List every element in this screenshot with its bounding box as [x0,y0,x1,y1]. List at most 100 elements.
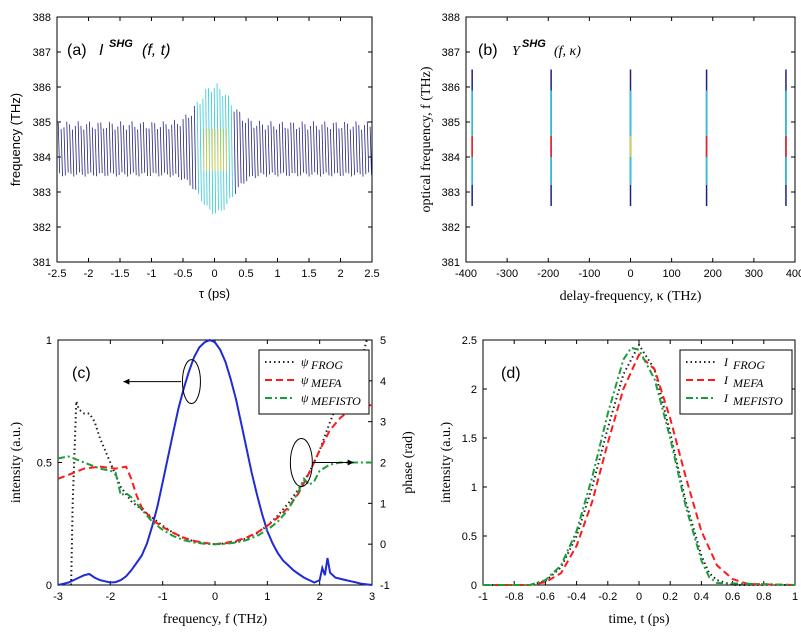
y-tick-label: 387 [442,47,460,59]
panel-title-sup: SHG [522,38,546,50]
fringe-trace [89,121,92,173]
y-tick-label: 384 [33,152,51,164]
y-tick-label: 385 [33,117,51,129]
fringe-trace [242,120,245,184]
fringe-trace [176,123,180,178]
y-tick-label: 387 [33,47,51,59]
legend-box [258,349,370,415]
fringe-trace [352,126,355,176]
y-axis-title: intensity (a.u.) [439,422,454,504]
fringe-trace [230,105,234,197]
fringe-trace [171,124,174,176]
fringe-trace [338,128,341,177]
fringe-trace [256,125,259,177]
fringe-trace [324,121,327,173]
y-tick-label: 0 [46,580,52,592]
y-tick-label: 1.5 [462,433,477,445]
x-tick-label: 0 [211,268,217,280]
fringe-trace [157,129,160,177]
y2-axis-title: phase (rad) [401,431,416,494]
x-tick-label: 1 [792,591,798,603]
y-tick-label: 2.5 [462,335,477,347]
fringe-trace [199,103,202,202]
fringe-trace [91,127,95,176]
fringe-trace [159,127,163,176]
x-axis-title: τ (ps) [199,286,230,301]
legend-symbol: ψ [301,391,309,405]
x-tick-label: 0 [627,268,633,280]
fringe-trace [281,121,285,173]
y-axis-title: intensity (a.u.) [9,422,24,504]
fringe-trace [293,122,296,174]
fringe-trace [100,122,103,173]
fringe-trace [142,122,146,173]
fringe-trace [134,126,137,176]
x-tick-label: 0 [212,591,218,603]
x-tick-label: -0.5 [174,268,193,280]
fringe-trace [196,101,199,194]
fringe-trace [273,126,276,176]
fringe-trace [287,128,290,177]
fringe-trace [74,125,78,175]
fringe-trace [174,119,177,174]
fringe-trace [179,126,182,180]
fringe-trace [358,125,361,175]
fringe-trace [261,124,265,175]
y-tick-label: 1 [46,335,52,347]
fringe-trace [80,125,83,175]
x-tick-label: 1.5 [301,268,316,280]
fringe-trace [298,127,302,176]
x-tick-label: 1 [274,268,280,280]
x-tick-label: 100 [662,268,680,280]
y-tick-label: 388 [442,12,460,24]
x-tick-label: 0 [636,591,642,603]
panel-b: -400 -300 -200 -100 0 100 200 300 400 381 382 383 38… [419,12,801,304]
fringe-trace [185,114,188,180]
fringe-trace [182,119,185,179]
x-tick-label: 0.4 [694,591,709,603]
fringe-trace [106,127,109,176]
fringe-trace [318,129,321,177]
fringe-trace [270,121,273,173]
x-tick-label: 0.5 [238,268,253,280]
panel-title-main: Y [512,44,522,59]
fringe-trace [108,121,112,173]
fringe-trace [162,121,165,173]
x-tick-label: -1.5 [111,268,130,280]
legend-sub: MEFA [732,376,764,390]
fringe-trace [344,121,347,173]
fringe-trace [57,122,61,174]
fringe-trace [267,125,270,175]
y-axis-title: optical frequency, f (THz) [419,66,434,212]
y2-tick-label: 2 [380,458,386,470]
legend-symbol: ψ [301,373,309,387]
fringe-trace [264,129,268,177]
fringe-trace [239,111,242,184]
fringe-trace [369,126,372,176]
fringe-trace [148,128,151,176]
fringe-trace [332,123,336,174]
y2-tick-label: -1 [380,580,390,592]
fringe-trace [77,121,80,173]
fringe-trace [301,121,304,173]
panel-d: -1 -0.8 -0.6 -0.4 -0.2 0 0.2 0.4 0.6 0.8 1 0 0.5 1 1.5… [439,335,798,627]
fringe-trace [247,118,251,177]
fringe-trace [250,120,253,176]
fringe-trace [193,106,197,190]
fringe-trace [290,122,293,174]
x-tick-label: -2 [84,268,94,280]
fringe-trace [278,123,282,174]
y2-tick-label: 1 [380,498,386,510]
fringe-trace [86,124,89,174]
fringe-trace [72,129,75,177]
intensity-curve-mefa [483,353,796,586]
y-tick-label: 1 [471,482,477,494]
y-tick-label: 0.5 [37,458,52,470]
x-tick-label: -0.2 [598,591,617,603]
y-tick-label: 385 [442,117,460,129]
fringe-trace [69,124,72,174]
fringe-trace [125,129,129,177]
fringe-trace [355,121,358,173]
y-tick-label: 0 [471,580,477,592]
x-tick-label: 0.8 [756,591,771,603]
